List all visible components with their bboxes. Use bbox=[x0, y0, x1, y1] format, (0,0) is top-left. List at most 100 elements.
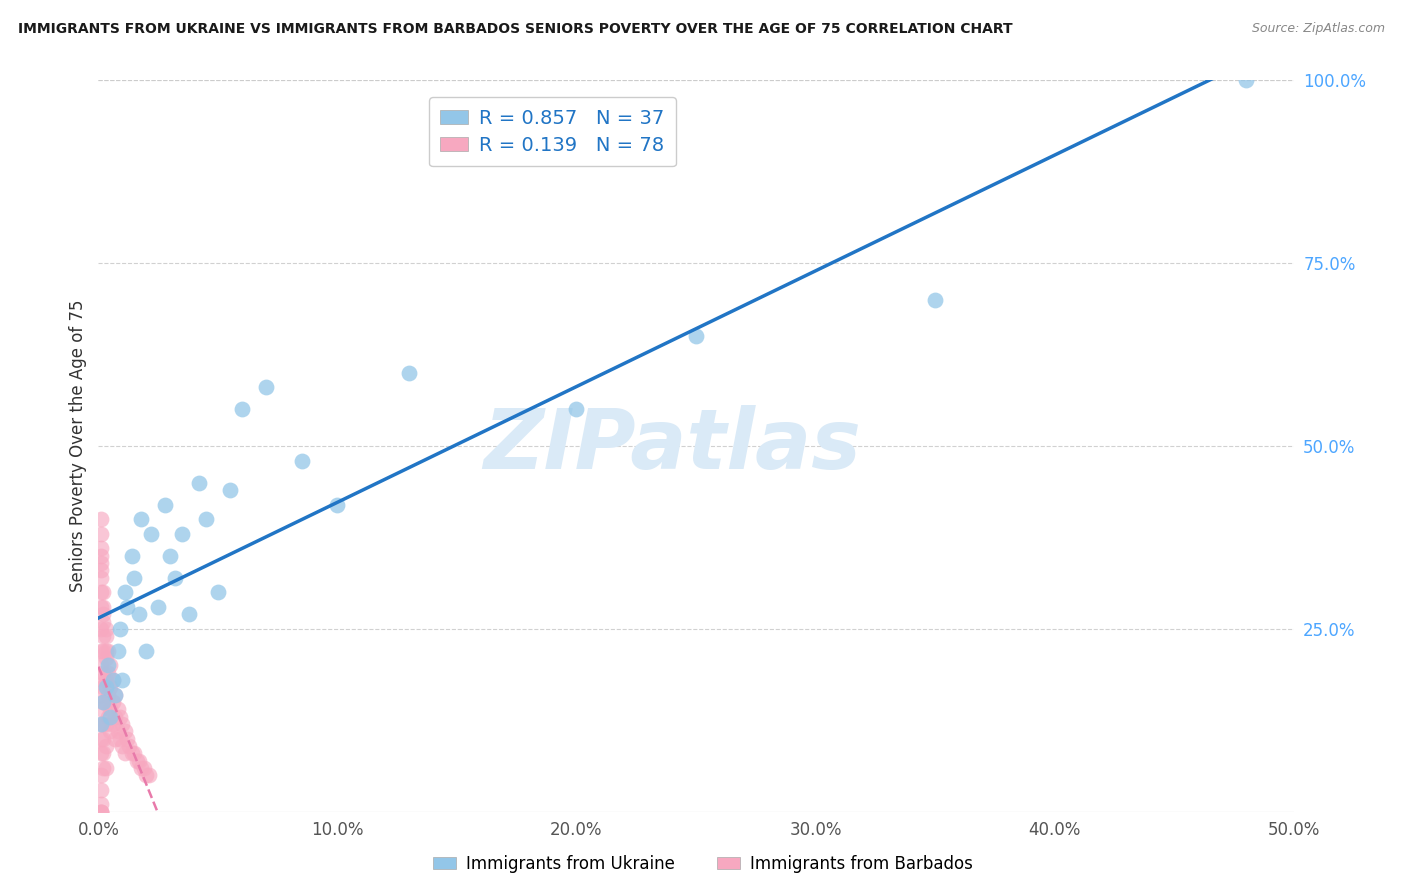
Point bbox=[90, 805, 112, 819]
Point bbox=[90, 805, 112, 819]
Point bbox=[118, 739, 141, 753]
Point bbox=[91, 629, 114, 643]
Point bbox=[91, 681, 114, 695]
Point bbox=[91, 695, 114, 709]
Point bbox=[97, 644, 120, 658]
Point bbox=[91, 761, 114, 775]
Point bbox=[97, 665, 120, 680]
Point bbox=[98, 702, 122, 716]
Point bbox=[107, 702, 129, 716]
Point bbox=[91, 585, 114, 599]
Point bbox=[90, 673, 112, 687]
Point bbox=[90, 549, 112, 563]
Point bbox=[128, 607, 150, 622]
Point bbox=[94, 739, 117, 753]
Point bbox=[231, 402, 253, 417]
Legend: Immigrants from Ukraine, Immigrants from Barbados: Immigrants from Ukraine, Immigrants from… bbox=[426, 848, 980, 880]
Point bbox=[104, 688, 127, 702]
Point bbox=[195, 512, 218, 526]
Point bbox=[291, 453, 314, 467]
Point bbox=[90, 782, 112, 797]
Y-axis label: Seniors Poverty Over the Age of 75: Seniors Poverty Over the Age of 75 bbox=[69, 300, 87, 592]
Point bbox=[90, 585, 112, 599]
Point bbox=[90, 556, 112, 570]
Point bbox=[135, 768, 157, 782]
Point bbox=[90, 512, 112, 526]
Point bbox=[124, 746, 146, 760]
Point bbox=[565, 402, 588, 417]
Point bbox=[163, 571, 186, 585]
Point bbox=[104, 709, 127, 723]
Point bbox=[132, 761, 155, 775]
Point bbox=[115, 599, 138, 614]
Point bbox=[107, 644, 129, 658]
Point bbox=[104, 688, 127, 702]
Point bbox=[924, 293, 946, 307]
Point bbox=[121, 746, 143, 760]
Point bbox=[172, 526, 194, 541]
Point bbox=[187, 475, 209, 490]
Text: ZIPatlas: ZIPatlas bbox=[484, 406, 860, 486]
Point bbox=[139, 526, 162, 541]
Point bbox=[115, 731, 138, 746]
Point bbox=[138, 768, 160, 782]
Point bbox=[98, 658, 122, 673]
Point bbox=[254, 380, 277, 394]
Point bbox=[114, 746, 136, 760]
Point bbox=[90, 541, 112, 556]
Point bbox=[98, 709, 122, 723]
Point bbox=[91, 644, 114, 658]
Text: IMMIGRANTS FROM UKRAINE VS IMMIGRANTS FROM BARBADOS SENIORS POVERTY OVER THE AGE: IMMIGRANTS FROM UKRAINE VS IMMIGRANTS FR… bbox=[18, 22, 1012, 37]
Point bbox=[90, 746, 112, 760]
Point bbox=[101, 695, 124, 709]
Point bbox=[94, 695, 117, 709]
Point bbox=[90, 571, 112, 585]
Point bbox=[90, 599, 112, 614]
Point bbox=[107, 724, 129, 739]
Point bbox=[111, 717, 134, 731]
Point bbox=[91, 665, 114, 680]
Point bbox=[90, 563, 112, 577]
Point bbox=[398, 366, 420, 380]
Point bbox=[108, 709, 131, 723]
Point bbox=[94, 651, 117, 665]
Point bbox=[155, 498, 177, 512]
Point bbox=[90, 644, 112, 658]
Point bbox=[94, 681, 117, 695]
Point bbox=[90, 526, 112, 541]
Point bbox=[131, 761, 153, 775]
Point bbox=[128, 754, 150, 768]
Text: Source: ZipAtlas.com: Source: ZipAtlas.com bbox=[1251, 22, 1385, 36]
Point bbox=[219, 483, 242, 497]
Point bbox=[104, 731, 127, 746]
Point bbox=[94, 629, 117, 643]
Point bbox=[121, 549, 143, 563]
Point bbox=[97, 709, 120, 723]
Point bbox=[179, 607, 201, 622]
Point bbox=[97, 688, 120, 702]
Point bbox=[90, 731, 112, 746]
Point bbox=[114, 724, 136, 739]
Point bbox=[90, 717, 112, 731]
Point bbox=[685, 329, 707, 343]
Point bbox=[108, 731, 131, 746]
Point bbox=[131, 512, 153, 526]
Point bbox=[101, 717, 124, 731]
Point bbox=[94, 644, 117, 658]
Point bbox=[111, 739, 134, 753]
Point bbox=[98, 724, 122, 739]
Legend: R = 0.857   N = 37, R = 0.139   N = 78: R = 0.857 N = 37, R = 0.139 N = 78 bbox=[429, 97, 676, 167]
Point bbox=[90, 688, 112, 702]
Point bbox=[114, 585, 136, 599]
Point bbox=[91, 607, 114, 622]
Point bbox=[90, 622, 112, 636]
Point bbox=[159, 549, 181, 563]
Point bbox=[101, 673, 124, 687]
Point bbox=[91, 599, 114, 614]
Point bbox=[91, 695, 114, 709]
Point bbox=[94, 673, 117, 687]
Point bbox=[91, 731, 114, 746]
Point bbox=[90, 768, 112, 782]
Point bbox=[90, 702, 112, 716]
Point bbox=[97, 658, 120, 673]
